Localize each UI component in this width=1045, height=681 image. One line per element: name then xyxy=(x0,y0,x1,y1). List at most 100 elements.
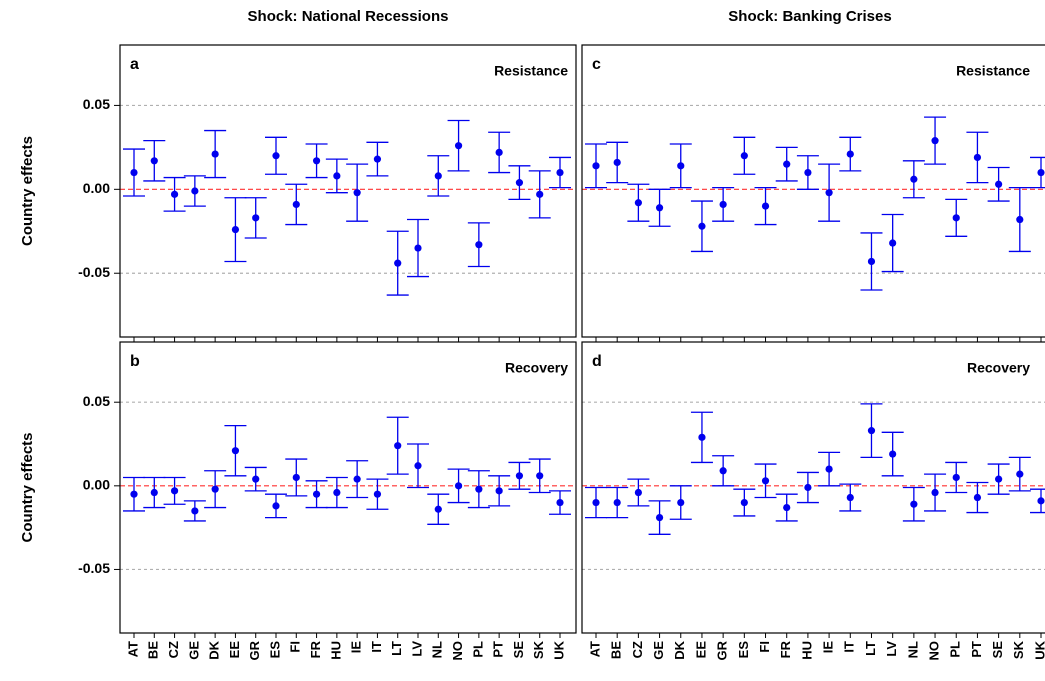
x-tick-label: FR xyxy=(308,640,323,658)
x-tick-label: LT xyxy=(863,641,878,656)
point xyxy=(698,222,706,230)
point xyxy=(292,473,300,482)
point xyxy=(495,148,503,157)
point xyxy=(867,257,876,266)
point xyxy=(394,259,402,267)
y-tick-label: 0.00 xyxy=(83,477,110,493)
point xyxy=(353,475,361,483)
point xyxy=(191,507,199,515)
y-tick-label: 0.05 xyxy=(83,96,110,112)
point xyxy=(150,488,158,497)
x-tick-label: NO xyxy=(450,641,465,661)
point xyxy=(740,498,748,507)
x-tick-label: PT xyxy=(969,641,984,658)
x-tick-label: AT xyxy=(125,641,140,657)
point xyxy=(655,204,664,212)
x-tick-label: SE xyxy=(511,641,526,659)
point xyxy=(454,142,463,150)
panel-letter: c xyxy=(592,56,601,73)
point xyxy=(211,150,219,158)
point xyxy=(719,467,727,475)
x-tick-label: IT xyxy=(369,641,384,653)
point xyxy=(995,475,1003,483)
y-axis-label: Country effects xyxy=(19,432,36,542)
panel-frame xyxy=(581,341,1045,634)
point xyxy=(191,187,199,195)
point xyxy=(434,505,442,513)
y-tick-label: 0.00 xyxy=(83,180,110,196)
point xyxy=(740,152,748,160)
point xyxy=(910,500,918,508)
point xyxy=(211,485,219,493)
point xyxy=(995,180,1003,188)
point xyxy=(973,493,982,502)
point xyxy=(910,175,918,183)
x-tick-label: LV xyxy=(884,641,899,657)
x-tick-label: EE xyxy=(693,641,708,659)
x-tick-label: SK xyxy=(1011,640,1026,659)
point xyxy=(783,503,791,512)
panel-frame xyxy=(119,44,577,338)
point xyxy=(952,473,960,482)
point xyxy=(312,490,321,498)
x-tick-label: BE xyxy=(609,641,624,659)
point xyxy=(373,490,382,498)
point xyxy=(931,137,939,145)
x-tick-label: SE xyxy=(990,641,1005,659)
x-tick-label: CZ xyxy=(630,641,645,658)
column-title: Shock: Banking Crises xyxy=(728,8,891,25)
column-title: Shock: National Recessions xyxy=(248,8,449,25)
x-tick-label: FR xyxy=(778,640,793,658)
point xyxy=(952,214,960,222)
y-axis-label: Country effects xyxy=(19,136,36,246)
x-tick-label: SK xyxy=(531,640,546,659)
point xyxy=(761,477,770,485)
x-tick-label: NL xyxy=(430,641,445,658)
point xyxy=(931,488,939,497)
point xyxy=(613,158,621,167)
x-tick-label: AT xyxy=(587,641,602,657)
point xyxy=(515,472,524,480)
y-tick-label: -0.05 xyxy=(78,560,110,576)
point xyxy=(556,168,564,177)
point xyxy=(333,172,341,180)
panel-label: Recovery xyxy=(505,360,568,376)
x-tick-label: LT xyxy=(389,641,404,656)
point xyxy=(804,168,812,177)
point xyxy=(719,200,727,209)
x-tick-label: BE xyxy=(146,641,161,659)
x-tick-label: GE xyxy=(651,641,666,660)
x-tick-label: UK xyxy=(551,640,566,659)
point xyxy=(475,241,483,249)
point xyxy=(556,498,564,507)
x-tick-label: LV xyxy=(409,641,424,657)
x-tick-label: GR xyxy=(247,640,262,660)
point xyxy=(1016,215,1024,224)
x-tick-label: IT xyxy=(842,641,857,653)
y-tick-label: -0.05 xyxy=(78,264,110,280)
panel-letter: d xyxy=(592,353,602,370)
point xyxy=(889,450,897,458)
panel-frame xyxy=(581,44,1045,338)
x-tick-label: UK xyxy=(1032,640,1045,659)
x-tick-label: EE xyxy=(227,641,242,659)
point xyxy=(1037,497,1045,505)
x-tick-label: DK xyxy=(207,640,222,659)
point xyxy=(272,152,280,160)
x-tick-label: GE xyxy=(186,641,201,660)
x-tick-label: IE xyxy=(349,641,364,654)
x-tick-label: NL xyxy=(905,641,920,658)
point xyxy=(677,162,685,170)
panel-label: Resistance xyxy=(956,63,1030,79)
point xyxy=(867,427,876,435)
point xyxy=(394,442,402,450)
x-tick-label: HU xyxy=(328,641,343,660)
x-tick-label: ES xyxy=(736,641,751,659)
x-tick-label: ES xyxy=(267,641,282,659)
panel-letter: a xyxy=(130,56,139,73)
point xyxy=(252,475,260,483)
point xyxy=(150,157,158,165)
x-tick-label: DK xyxy=(672,640,687,659)
x-tick-label: FI xyxy=(757,641,772,653)
